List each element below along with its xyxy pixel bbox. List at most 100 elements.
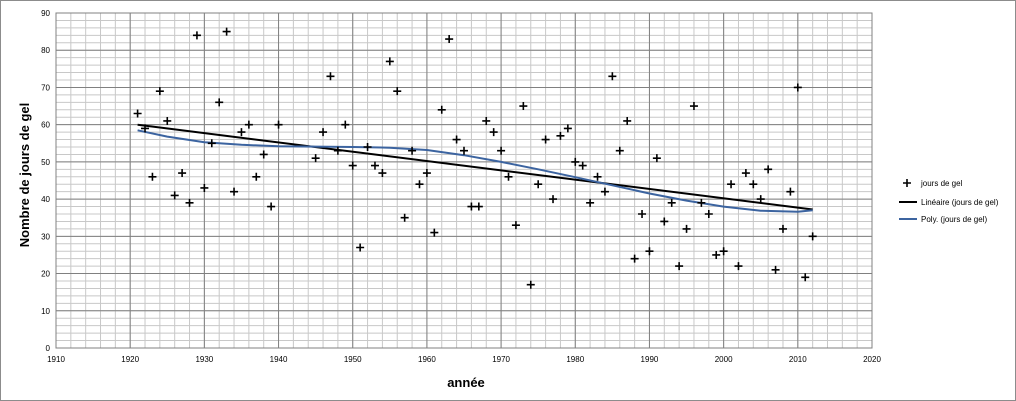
data-point (267, 202, 276, 211)
x-tick-label: 1970 (492, 355, 510, 364)
x-tick-label: 1920 (121, 355, 139, 364)
data-point (734, 262, 743, 271)
data-point (474, 202, 483, 211)
data-point (549, 195, 558, 204)
data-point (185, 198, 194, 207)
data-point (578, 161, 587, 170)
linear-trendline (137, 123, 813, 211)
data-point (689, 102, 698, 111)
data-point (415, 180, 424, 189)
data-point (393, 87, 402, 96)
data-point (163, 116, 172, 125)
data-point (155, 87, 164, 96)
data-point (133, 109, 142, 118)
data-point (274, 120, 283, 129)
y-tick-label: 70 (41, 83, 50, 92)
data-point (192, 31, 201, 40)
legend-label: Linéaire (jours de gel) (921, 198, 999, 207)
data-point (667, 198, 676, 207)
x-tick-label: 1930 (195, 355, 213, 364)
data-point (400, 213, 409, 222)
data-point (682, 224, 691, 233)
data-point (445, 35, 454, 44)
y-tick-label: 10 (41, 307, 50, 316)
data-point (497, 146, 506, 155)
data-point (749, 180, 758, 189)
data-point (244, 120, 253, 129)
data-point (222, 27, 231, 36)
y-tick-label: 50 (41, 158, 50, 167)
x-tick-label: 1980 (566, 355, 584, 364)
data-point (652, 154, 661, 163)
y-tick-label: 0 (46, 344, 51, 353)
y-axis-title: Nombre de jours de gel (17, 103, 32, 247)
y-tick-label: 60 (41, 121, 50, 130)
data-point (623, 116, 632, 125)
data-point (793, 83, 802, 92)
y-tick-label: 90 (41, 9, 50, 18)
data-point (141, 124, 150, 133)
legend: jours de gel Linéaire (jours de gel) Poly.… (899, 179, 999, 224)
data-point (430, 228, 439, 237)
x-tick-label: 1960 (418, 355, 436, 364)
y-axis-tick-labels: 0 10 20 30 40 50 60 70 80 90 (41, 9, 50, 353)
data-point (541, 135, 550, 144)
data-point (452, 135, 461, 144)
data-point (638, 210, 647, 218)
data-point (756, 195, 765, 204)
data-point (378, 169, 387, 178)
data-point (489, 128, 498, 137)
data-point (586, 198, 595, 207)
data-point (519, 102, 528, 111)
data-point (230, 187, 239, 196)
minor-gridlines (55, 12, 873, 349)
data-point (348, 161, 357, 170)
data-point (215, 98, 224, 107)
data-point (593, 172, 602, 181)
data-point (808, 232, 817, 241)
data-point (563, 124, 572, 133)
data-point (771, 265, 780, 274)
data-point (311, 154, 320, 163)
x-axis-title: année (447, 375, 485, 390)
x-tick-label: 2020 (863, 355, 881, 364)
data-point (467, 202, 476, 211)
x-tick-label: 1910 (47, 355, 65, 364)
data-point (712, 250, 721, 259)
x-tick-label: 1940 (270, 355, 288, 364)
major-gridlines (55, 12, 873, 349)
data-point (615, 146, 624, 155)
data-point (370, 161, 379, 170)
data-point (237, 128, 246, 137)
x-tick-label: 1990 (641, 355, 659, 364)
data-point (511, 221, 520, 230)
data-point (571, 157, 580, 166)
data-point (786, 187, 795, 196)
data-point (341, 120, 350, 129)
data-point (356, 243, 365, 252)
data-point (363, 143, 372, 151)
data-point (801, 273, 810, 282)
data-point (170, 191, 179, 200)
x-tick-label: 2010 (789, 355, 807, 364)
data-point (178, 169, 187, 178)
data-point (408, 146, 417, 155)
y-tick-label: 30 (41, 232, 50, 241)
legend-label: jours de gel (920, 179, 963, 188)
data-point (534, 180, 543, 189)
polynomial-trendline (137, 129, 813, 213)
y-tick-label: 40 (41, 195, 50, 204)
data-point (719, 247, 728, 256)
y-tick-label: 20 (41, 270, 50, 279)
data-point (460, 146, 468, 155)
data-point (333, 146, 342, 155)
x-tick-label: 1950 (344, 355, 362, 364)
data-point (526, 280, 535, 289)
x-axis-tick-labels: 1910 1920 1930 1940 1950 1960 1970 1980 1990 2000… (47, 355, 881, 364)
data-point (319, 128, 328, 137)
data-point (675, 262, 684, 271)
y-tick-label: 80 (41, 46, 50, 55)
data-point (437, 105, 446, 114)
data-point (385, 57, 394, 66)
